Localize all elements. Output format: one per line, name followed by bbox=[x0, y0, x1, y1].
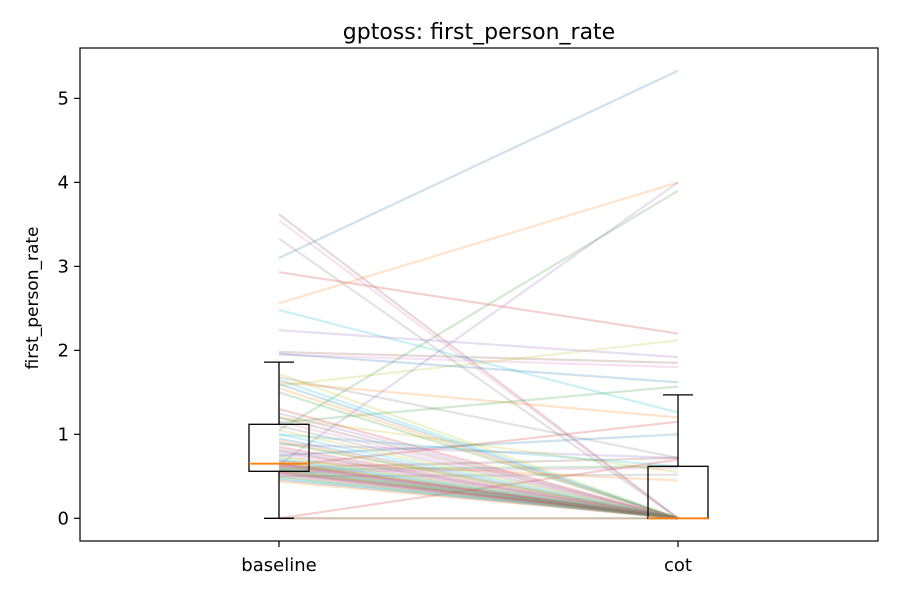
series-line bbox=[278, 440, 679, 520]
series-line bbox=[278, 385, 679, 424]
series-line bbox=[278, 189, 679, 432]
y-axis: 0 1 2 3 4 5 bbox=[58, 88, 80, 529]
series-line bbox=[278, 391, 679, 520]
series-line bbox=[278, 473, 679, 520]
series-line bbox=[278, 329, 679, 359]
series-line bbox=[278, 471, 679, 520]
series-line bbox=[278, 457, 679, 520]
series-line bbox=[278, 473, 679, 478]
y-tick-label: 1 bbox=[58, 424, 69, 445]
series-line bbox=[278, 476, 679, 520]
series-line bbox=[278, 451, 679, 520]
boxplot-baseline bbox=[248, 361, 310, 519]
series-line bbox=[278, 372, 679, 520]
series-line bbox=[278, 433, 679, 468]
series-line bbox=[278, 237, 679, 520]
series-line bbox=[278, 463, 679, 520]
series-line bbox=[278, 465, 679, 471]
series-line bbox=[278, 382, 679, 520]
series-line bbox=[278, 471, 679, 520]
series-line bbox=[278, 466, 679, 520]
series-line bbox=[278, 433, 679, 457]
series-line bbox=[278, 378, 679, 520]
series-line bbox=[278, 475, 679, 520]
series-line bbox=[278, 462, 679, 520]
series-line bbox=[278, 416, 679, 520]
series-line bbox=[278, 376, 679, 459]
series-line bbox=[278, 466, 679, 520]
series-line bbox=[278, 472, 679, 520]
series-line bbox=[278, 460, 679, 482]
series-line bbox=[278, 459, 679, 520]
series-line bbox=[278, 465, 679, 520]
series-line bbox=[278, 350, 679, 364]
chart-title: gptoss: first_person_rate bbox=[343, 20, 615, 45]
series-line bbox=[278, 339, 679, 387]
series-line bbox=[278, 441, 679, 520]
series-line bbox=[278, 219, 679, 520]
series-line bbox=[278, 461, 679, 520]
series-line bbox=[278, 420, 679, 520]
series-line bbox=[278, 412, 679, 520]
series-line bbox=[278, 469, 679, 520]
x-axis: baseline cot bbox=[241, 541, 692, 576]
series-line bbox=[278, 387, 679, 520]
y-tick-label: 4 bbox=[58, 172, 69, 193]
series-line bbox=[278, 433, 679, 520]
series-line bbox=[278, 468, 679, 520]
series-line bbox=[278, 437, 679, 520]
series-line bbox=[278, 455, 679, 520]
series-line bbox=[278, 464, 679, 520]
series-line bbox=[278, 456, 679, 469]
series-line bbox=[278, 424, 679, 520]
series-line bbox=[278, 429, 679, 520]
series-line bbox=[278, 443, 679, 459]
series-line bbox=[278, 476, 679, 520]
series-line bbox=[278, 352, 679, 384]
series-line bbox=[278, 381, 679, 419]
series-line bbox=[278, 420, 679, 468]
series-line bbox=[278, 458, 679, 520]
boxplots bbox=[248, 361, 709, 520]
series-line bbox=[278, 445, 679, 520]
series-line bbox=[278, 454, 679, 520]
series-line bbox=[278, 181, 679, 305]
series-line bbox=[278, 271, 679, 335]
series-line bbox=[278, 450, 679, 520]
series-line bbox=[278, 213, 679, 520]
y-tick-label: 2 bbox=[58, 340, 69, 361]
series-line bbox=[278, 416, 679, 474]
y-tick-label: 0 bbox=[58, 508, 69, 529]
series-line bbox=[278, 69, 679, 259]
series-line bbox=[278, 408, 679, 520]
x-tick-label: baseline bbox=[241, 555, 316, 576]
boxplot-cot bbox=[647, 394, 709, 520]
series-lines bbox=[278, 69, 679, 520]
series-line bbox=[278, 461, 679, 520]
plot-frame bbox=[79, 47, 879, 542]
series-line bbox=[278, 470, 679, 520]
y-tick-label: 3 bbox=[58, 256, 69, 277]
series-line bbox=[278, 308, 679, 414]
series-line bbox=[278, 480, 679, 520]
series-line bbox=[278, 478, 679, 520]
series-line bbox=[278, 466, 679, 474]
series-line bbox=[278, 353, 679, 369]
y-tick-label: 5 bbox=[58, 88, 69, 109]
series-line bbox=[278, 467, 679, 520]
y-axis-title: first_person_rate bbox=[23, 226, 43, 369]
x-tick-label: cot bbox=[664, 555, 692, 576]
series-line bbox=[278, 181, 679, 466]
series-line bbox=[278, 448, 679, 520]
